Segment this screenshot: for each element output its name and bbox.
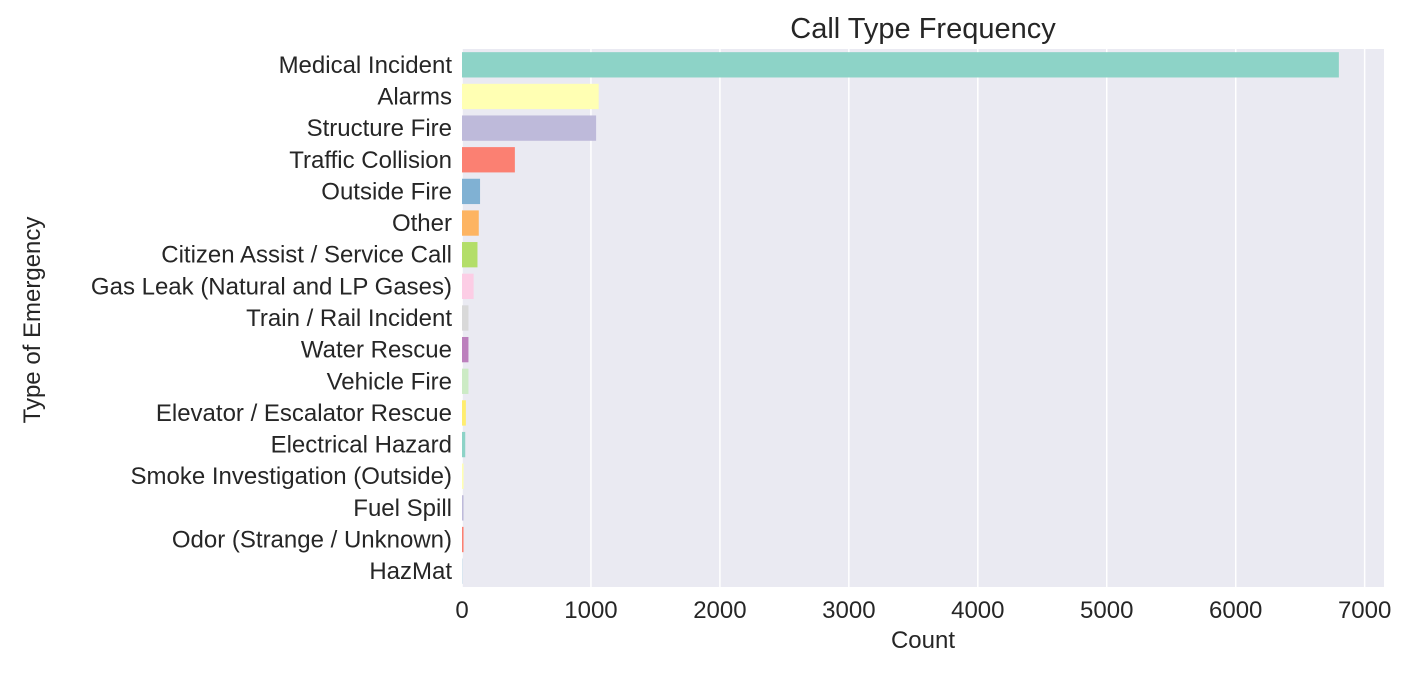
bar-odor-strange-unknown (462, 526, 464, 553)
y-tick-label: Vehicle Fire (327, 368, 452, 395)
y-tick-labels: Medical Incident Alarms Structure Fire Traf… (91, 52, 452, 585)
chart-title: Call Type Frequency (790, 13, 1056, 45)
y-tick-label: Citizen Assist / Service Call (161, 242, 452, 269)
y-tick-label: Water Rescue (301, 337, 452, 364)
bar-other (462, 210, 479, 236)
bar-citizen-assist-service-call (462, 242, 478, 268)
bar-vehicle-fire (462, 368, 469, 394)
bar-gas-leak-natural-and-lp-gases (462, 273, 474, 300)
y-tick-label: HazMat (369, 558, 452, 585)
x-tick-label: 4000 (951, 597, 1004, 624)
y-tick-label: Elevator / Escalator Rescue (156, 400, 452, 427)
x-tick-label: 1000 (564, 597, 617, 624)
y-tick-label: Electrical Hazard (271, 432, 452, 459)
bar-medical-incident (462, 52, 1339, 78)
y-tick-label: Structure Fire (307, 115, 452, 142)
y-tick-label: Other (392, 210, 452, 237)
y-tick-label: Alarms (377, 83, 452, 110)
y-tick-label: Train / Rail Incident (246, 305, 452, 332)
x-tick-label: 2000 (693, 597, 746, 624)
bar-smoke-investigation-outside (462, 463, 464, 489)
y-tick-label: Medical Incident (279, 52, 453, 79)
bar-traffic-collision (462, 147, 515, 173)
y-axis-label: Type of Emergency (19, 217, 46, 424)
bar-elevator-escalator-rescue (462, 400, 466, 426)
bar-fuel-spill (462, 495, 464, 521)
x-tick-label: 3000 (822, 597, 875, 624)
bar-water-rescue (462, 336, 469, 363)
bars (462, 52, 1339, 584)
y-tick-label: Gas Leak (Natural and LP Gases) (91, 273, 452, 300)
y-tick-label: Odor (Strange / Unknown) (172, 527, 452, 554)
y-tick-label: Fuel Spill (353, 495, 452, 522)
y-tick-label: Smoke Investigation (Outside) (131, 463, 452, 490)
x-tick-label: 5000 (1080, 597, 1133, 624)
x-tick-label: 0 (455, 597, 468, 624)
bar-train-rail-incident (462, 305, 469, 331)
plot-background (462, 49, 1384, 587)
bar-alarms (462, 83, 599, 110)
bar-structure-fire (462, 115, 597, 141)
bar-electrical-hazard (462, 431, 466, 458)
y-tick-label: Outside Fire (321, 178, 452, 205)
y-tick-label: Traffic Collision (289, 147, 452, 174)
x-tick-label: 6000 (1209, 597, 1262, 624)
x-tick-label: 7000 (1338, 597, 1391, 624)
x-tick-labels: 0 1000 2000 3000 4000 5000 6000 7000 (455, 597, 1391, 624)
bar-outside-fire (462, 178, 481, 205)
x-axis-label: Count (891, 627, 955, 654)
